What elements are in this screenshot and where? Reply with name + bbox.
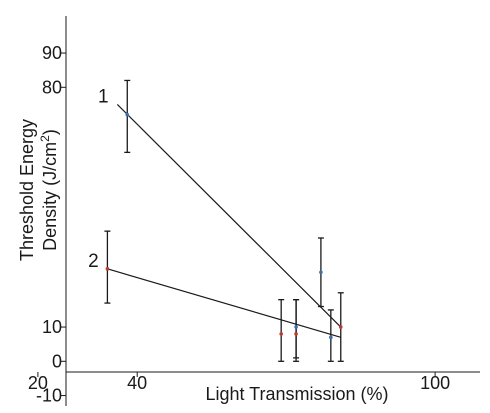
x-tick-label: 40 xyxy=(127,373,147,393)
series-labels: 12 xyxy=(88,86,109,271)
y-axis-title-line2: Density (J/cm2) xyxy=(38,129,60,251)
y-tick-label: 0 xyxy=(52,351,62,371)
data-point-series-1 xyxy=(125,112,130,117)
y-axis-title-sup: 2 xyxy=(38,135,52,142)
data-point-series-1 xyxy=(329,335,333,340)
fit-line-series-1 xyxy=(116,103,342,328)
y-axis-title-prefix: Density (J/cm xyxy=(40,142,60,251)
y-tick-label: -10 xyxy=(36,386,62,406)
fit-line-series-2 xyxy=(107,268,341,338)
x-tick-label: 20 xyxy=(28,373,48,393)
y-ticks: -10 0 10 80 90 xyxy=(36,43,66,406)
data-point-series-2 xyxy=(294,332,298,336)
data-point-series-2 xyxy=(338,325,343,329)
x-tick-label: 100 xyxy=(420,373,450,393)
error-bar xyxy=(278,298,285,362)
y-axis-title-line1: Threshold Energy xyxy=(17,119,37,261)
data-point-series-1 xyxy=(319,270,323,275)
error-bars xyxy=(104,79,344,362)
series-label-2: 2 xyxy=(88,251,99,272)
y-tick-label: 90 xyxy=(42,43,62,63)
x-axis-title: Light Transmission (%) xyxy=(205,384,388,404)
data-point-series-2 xyxy=(105,267,110,271)
x-ticks: 20 40 100 xyxy=(28,372,450,393)
data-point-series-1 xyxy=(294,325,298,329)
error-bar xyxy=(293,298,300,362)
fit-lines xyxy=(107,103,342,338)
y-axis-title-suffix: ) xyxy=(40,129,60,135)
y-tick-label: 10 xyxy=(42,317,62,337)
series-label-1: 1 xyxy=(98,86,109,107)
y-tick-label: 80 xyxy=(42,77,62,97)
data-point-series-2 xyxy=(279,332,283,336)
data-points xyxy=(105,112,343,340)
